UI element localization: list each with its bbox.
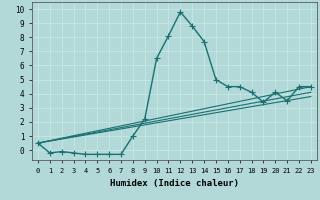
X-axis label: Humidex (Indice chaleur): Humidex (Indice chaleur) [110,179,239,188]
